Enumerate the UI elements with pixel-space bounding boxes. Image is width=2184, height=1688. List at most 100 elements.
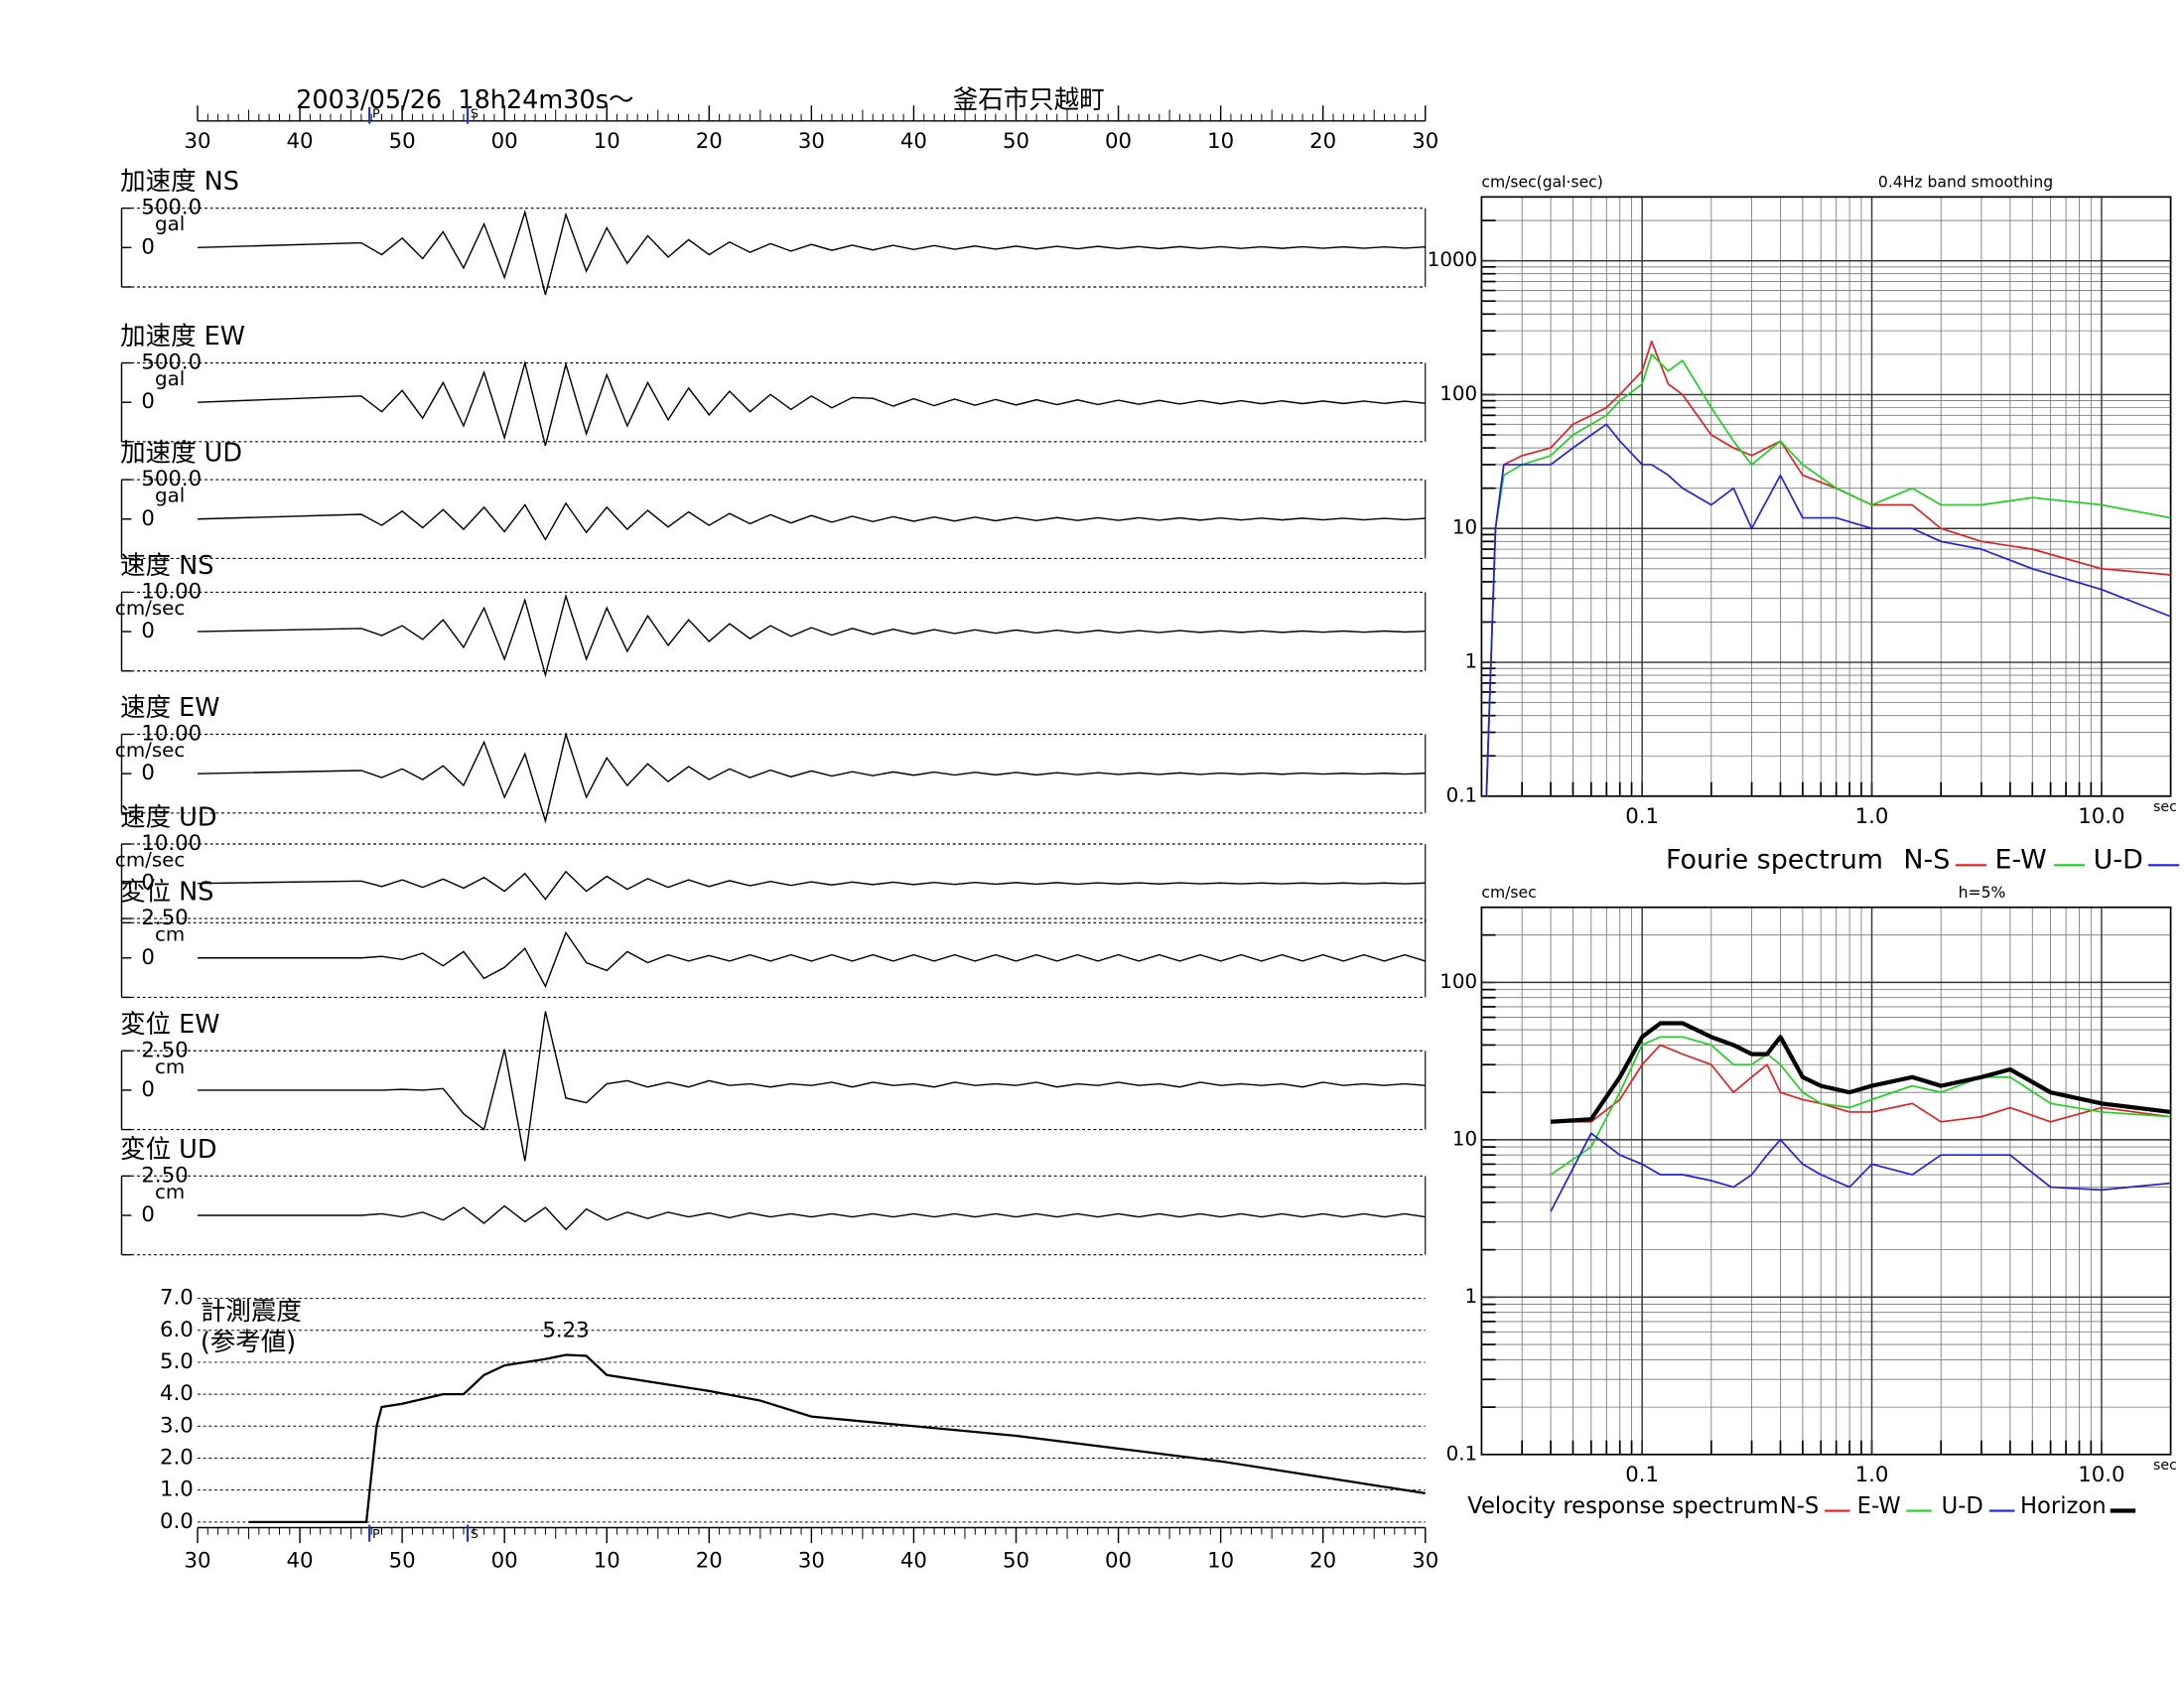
unit-label: cm: [155, 1055, 185, 1078]
x-tick-label: 1.0: [1855, 804, 1889, 829]
x-tick-label: 20: [1309, 129, 1336, 154]
waveform: [197, 210, 1426, 296]
y-tick-label: 0: [141, 1077, 155, 1102]
spectrum-line: [1485, 340, 2171, 796]
note: 0.4Hz band smoothing: [1878, 174, 2053, 192]
x-tick-label: 40: [900, 129, 927, 154]
waveform: [197, 593, 1426, 678]
x-tick-label: 40: [900, 1549, 927, 1574]
y-tick-label: 1.0: [160, 1477, 194, 1502]
y-tick-label: 2.50: [141, 906, 188, 930]
unit-label: gal: [155, 485, 185, 507]
y-tick-label: 0: [141, 945, 155, 970]
x-tick-label: 40: [287, 129, 314, 154]
y-tick-label: 5.0: [160, 1349, 194, 1374]
chart-subtitle: (参考値): [201, 1328, 296, 1357]
x-unit: sec: [2153, 799, 2177, 815]
spectrum-line: [1485, 423, 2171, 796]
spectrum-line: [1550, 1036, 2171, 1176]
y-tick-label: 3.0: [160, 1413, 194, 1438]
y-tick-label: 0: [141, 506, 155, 531]
y-tick-label: 2.50: [141, 1038, 188, 1062]
waveform: [197, 731, 1426, 824]
panel-label: 速度 NS: [120, 551, 213, 581]
y-tick-label: 10.00: [141, 722, 202, 747]
unit-label: cm/sec: [115, 597, 185, 620]
x-tick-label: 30: [1412, 129, 1438, 154]
waveform: [198, 1011, 1426, 1162]
x-unit: sec: [2153, 1458, 2177, 1474]
unit-label: gal: [155, 367, 185, 390]
x-tick-label: 1.0: [1855, 1463, 1889, 1487]
y-tick-label: 0: [141, 389, 155, 414]
panel-label: 加速度 UD: [120, 439, 242, 469]
y-tick-label: 4.0: [160, 1381, 194, 1406]
x-tick-label: 20: [696, 1549, 723, 1574]
chart-title: 計測震度: [201, 1297, 302, 1327]
intensity-line: [248, 1353, 1426, 1523]
panel-label: 加速度 NS: [120, 167, 239, 197]
y-tick-label: 1000: [1428, 248, 1477, 271]
peak-label: 5.23: [542, 1318, 589, 1342]
waveform: [198, 930, 1426, 989]
plot-frame: [1480, 196, 2172, 797]
y-tick-label: 500.0: [141, 467, 202, 492]
x-tick-label: 50: [1003, 129, 1029, 154]
phase-label: P: [372, 1527, 380, 1542]
panel-label: 速度 UD: [120, 803, 216, 833]
x-tick-label: 50: [1003, 1549, 1029, 1574]
waveform: [197, 359, 1426, 446]
legend-label: U-D: [1942, 1493, 1983, 1519]
y-tick-label: 1: [1465, 650, 1478, 673]
y-tick-label: 7.0: [160, 1286, 194, 1311]
y-unit: cm/sec: [1481, 884, 1536, 902]
unit-label: gal: [155, 212, 185, 235]
y-tick-label: 6.0: [160, 1318, 194, 1342]
x-tick-label: 0.1: [1625, 804, 1659, 829]
x-tick-label: 0.1: [1625, 1463, 1659, 1487]
y-unit: cm/sec(gal·sec): [1481, 174, 1602, 192]
record-time: 2003/05/26 18h24m30s〜: [296, 85, 633, 115]
y-tick-label: 100: [1439, 970, 1477, 993]
x-tick-label: 10: [594, 1549, 620, 1574]
y-tick-label: 0.1: [1446, 1442, 1478, 1465]
y-tick-label: 500.0: [141, 196, 202, 220]
waveform: [197, 501, 1426, 541]
x-tick-label: 00: [491, 129, 518, 154]
legend-label: N-S: [1780, 1493, 1820, 1519]
unit-label: cm/sec: [115, 739, 185, 762]
x-tick-label: 30: [798, 1549, 825, 1574]
y-tick-label: 0: [141, 761, 155, 785]
x-tick-label: 30: [798, 129, 825, 154]
y-tick-label: 10.00: [141, 579, 202, 604]
x-tick-label: 50: [389, 129, 416, 154]
x-tick-label: 20: [696, 129, 723, 154]
legend-label: U-D: [2094, 845, 2143, 876]
spectrum-line: [1551, 1044, 2171, 1123]
x-tick-label: 10: [594, 129, 620, 154]
phase-label: P: [372, 106, 380, 121]
x-tick-label: 40: [287, 1549, 314, 1574]
phase-label: S: [471, 106, 478, 121]
legend-title: Velocity response spectrum: [1467, 1493, 1778, 1519]
x-tick-label: 10.0: [2078, 1463, 2124, 1487]
y-tick-label: 2.50: [141, 1163, 188, 1188]
y-tick-label: 10.00: [141, 831, 202, 856]
legend-label: E-W: [1857, 1493, 1901, 1519]
x-tick-label: 00: [1105, 1549, 1132, 1574]
x-tick-label: 50: [389, 1549, 416, 1574]
panel-label: 加速度 EW: [120, 322, 245, 352]
y-tick-label: 10: [1452, 516, 1477, 539]
waveform: [197, 870, 1426, 901]
panel-label: 変位 NS: [120, 878, 213, 908]
x-tick-label: 20: [1309, 1549, 1336, 1574]
phase-label: S: [471, 1527, 478, 1542]
x-tick-label: 10.0: [2078, 804, 2124, 829]
x-tick-label: 30: [184, 1549, 210, 1574]
y-tick-label: 0: [141, 234, 155, 259]
spectrum-line: [1550, 1132, 2171, 1212]
y-tick-label: 100: [1439, 382, 1477, 405]
legend-label: N-S: [1903, 845, 1950, 876]
unit-label: cm: [155, 923, 185, 946]
